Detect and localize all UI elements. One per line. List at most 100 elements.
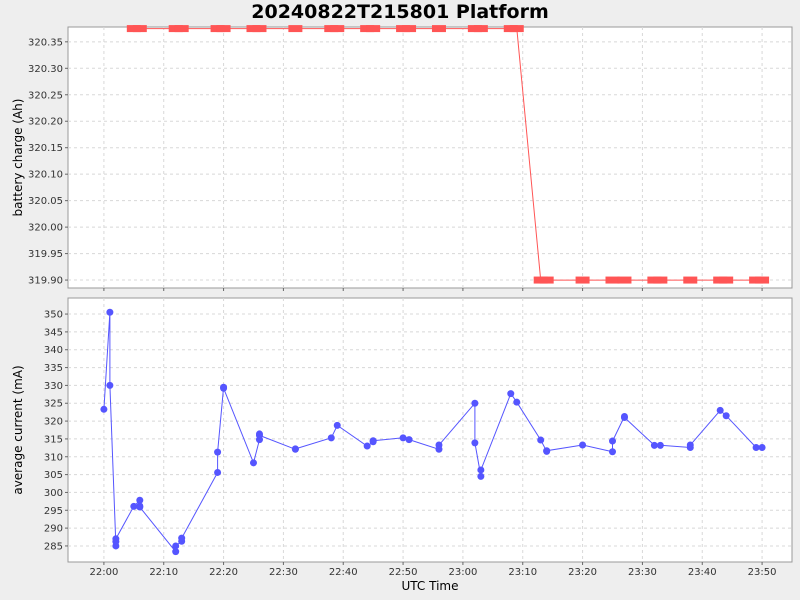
panel2-data-point <box>327 434 335 442</box>
panel2-data-point <box>608 437 616 445</box>
panel1-y-tick-label: 320.30 <box>28 64 63 75</box>
panel1-data-point <box>605 276 620 284</box>
panel1-y-tick-label: 320.20 <box>28 117 63 128</box>
x-tick-label: 23:40 <box>688 567 717 578</box>
panel1-data-point <box>683 276 698 284</box>
x-tick-label: 22:30 <box>269 567 298 578</box>
panel1-data-point <box>174 25 189 33</box>
panel2-data-point <box>136 496 144 504</box>
panel1-data-point <box>719 276 734 284</box>
chart-title: 20240822T215801 Platform <box>251 1 549 23</box>
panel2-data-point <box>130 502 138 510</box>
x-tick-label: 22:00 <box>89 567 118 578</box>
panel2-data-point <box>656 441 664 449</box>
panel2-data-point <box>507 390 515 398</box>
panel2-data-point <box>513 398 521 406</box>
panel2-y-axis-label: average current (mA) <box>11 365 25 494</box>
x-tick-label: 22:20 <box>209 567 238 578</box>
panel2-y-tick-label: 320 <box>44 417 63 428</box>
panel2-data-point <box>178 534 186 542</box>
panel1-plot-area <box>67 26 793 289</box>
panel1-y-tick-label: 320.00 <box>28 223 63 234</box>
panel2-data-point <box>405 436 413 444</box>
panel2-data-point <box>369 437 377 445</box>
panel2-y-tick-label: 340 <box>44 345 63 356</box>
panel2-y-tick-label: 325 <box>44 399 63 410</box>
panel1-data-point <box>575 276 590 284</box>
panel1-data-point <box>755 276 770 284</box>
panel2-data-point <box>291 445 299 453</box>
x-tick-label: 23:20 <box>568 567 597 578</box>
panel2-data-point <box>214 468 222 476</box>
panel2-y-tick-label: 310 <box>44 452 63 463</box>
panel2-data-point <box>255 431 263 439</box>
panel2-y-tick-label: 295 <box>44 506 63 517</box>
panel1-data-point <box>132 25 147 33</box>
panel2-data-point <box>752 443 760 451</box>
panel1-data-point <box>402 25 417 33</box>
panel2-data-point <box>220 384 228 392</box>
panel1-y-axis-label: battery charge (Ah) <box>11 99 25 217</box>
panel2-data-point <box>579 441 587 449</box>
x-tick-label: 23:10 <box>508 567 537 578</box>
panel2-data-point <box>249 459 257 467</box>
panel2-data-point <box>471 439 479 447</box>
panel2-data-point <box>399 434 407 442</box>
panel1-data-point <box>431 25 446 33</box>
panel2-data-point <box>106 381 114 389</box>
panel2-y-tick-label: 290 <box>44 524 63 535</box>
panel1-y-tick-label: 320.05 <box>28 196 63 207</box>
panel2-data-point <box>214 448 222 456</box>
panel2-plot-area <box>67 297 793 563</box>
panel2-y-tick-label: 315 <box>44 434 63 445</box>
x-tick-label: 22:40 <box>329 567 358 578</box>
panel1-y-tick-label: 320.25 <box>28 90 63 101</box>
panel2-data-point <box>172 548 180 556</box>
panel2-data-point <box>477 466 485 474</box>
x-axis-label: UTC Time <box>402 579 459 593</box>
panel2-data-point <box>686 441 694 449</box>
panel1-data-point <box>653 276 668 284</box>
panel2-data-point <box>758 443 766 451</box>
panel1-data-point <box>617 276 632 284</box>
x-tick-label: 22:10 <box>149 567 178 578</box>
panel1-y-tick-label: 319.95 <box>28 249 63 260</box>
panel2-y-tick-label: 305 <box>44 470 63 481</box>
panel2-data-point <box>100 405 108 413</box>
panel1-y-tick-label: 320.35 <box>28 37 63 48</box>
panel2-data-point <box>136 503 144 511</box>
panel1-y-tick-label: 319.90 <box>28 276 63 287</box>
panel1-data-point <box>509 25 524 33</box>
panel1-data-point <box>330 25 345 33</box>
panel2-data-point <box>172 542 180 550</box>
panel2-data-point <box>650 441 658 449</box>
panel2-data-point <box>106 308 114 316</box>
panel2-y-tick-label: 330 <box>44 381 63 392</box>
panel2-data-point <box>363 442 371 450</box>
panel2-data-point <box>608 448 616 456</box>
panel1-data-point <box>216 25 231 33</box>
panel2-data-point <box>543 447 551 455</box>
x-tick-label: 22:50 <box>389 567 418 578</box>
panel2-data-point <box>722 412 730 420</box>
panel1-data-point <box>252 25 267 33</box>
panel2-data-point <box>477 472 485 480</box>
panel1-data-point <box>539 276 554 284</box>
panel2-y-tick-label: 300 <box>44 488 63 499</box>
panel2-data-point <box>112 535 120 543</box>
panel2-data-point <box>471 399 479 407</box>
panel1-data-point <box>366 25 381 33</box>
x-tick-label: 23:00 <box>448 567 477 578</box>
panel2-y-tick-label: 345 <box>44 327 63 338</box>
panel1-y-tick-label: 320.15 <box>28 143 63 154</box>
panel1-data-point <box>473 25 488 33</box>
x-tick-label: 23:50 <box>748 567 777 578</box>
panel2-data-point <box>620 414 628 422</box>
panel1-y-tick-label: 320.10 <box>28 170 63 181</box>
x-tick-label: 23:30 <box>628 567 657 578</box>
panel2-y-tick-label: 350 <box>44 310 63 321</box>
panel2-y-tick-label: 285 <box>44 541 63 552</box>
panel2-data-point <box>537 436 545 444</box>
